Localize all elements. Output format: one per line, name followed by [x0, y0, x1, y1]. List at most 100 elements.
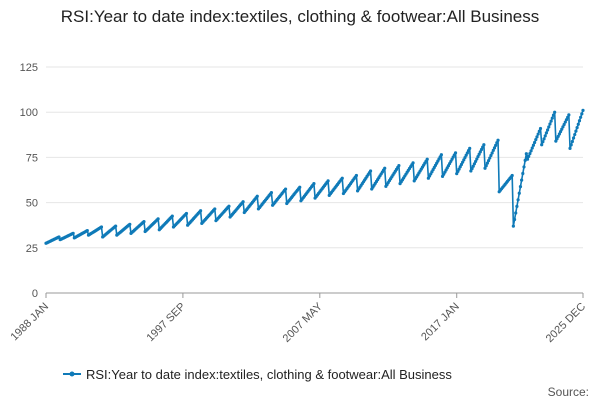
data-point[interactable]: [560, 127, 564, 131]
data-point[interactable]: [530, 146, 534, 150]
data-point[interactable]: [354, 173, 358, 178]
data-point[interactable]: [518, 185, 523, 189]
data-point[interactable]: [521, 171, 525, 176]
data-point[interactable]: [517, 191, 521, 195]
data-point[interactable]: [488, 156, 492, 160]
data-point[interactable]: [479, 147, 484, 152]
data-point[interactable]: [269, 191, 274, 195]
data-point[interactable]: [170, 214, 174, 218]
data-point[interactable]: [425, 157, 429, 161]
data-point[interactable]: [566, 115, 570, 119]
data-point[interactable]: [156, 217, 160, 221]
data-point[interactable]: [533, 140, 537, 145]
data-point[interactable]: [511, 224, 515, 228]
data-point[interactable]: [529, 149, 533, 153]
data-point[interactable]: [213, 207, 217, 211]
data-point[interactable]: [485, 161, 489, 165]
data-point[interactable]: [549, 119, 553, 123]
data-point[interactable]: [184, 211, 189, 216]
data-point[interactable]: [541, 140, 545, 144]
data-point[interactable]: [574, 129, 578, 133]
data-point[interactable]: [99, 225, 104, 229]
data-point[interactable]: [555, 137, 559, 141]
data-point[interactable]: [545, 128, 550, 132]
data-point[interactable]: [553, 110, 557, 114]
data-point[interactable]: [483, 166, 487, 170]
data-point[interactable]: [568, 146, 572, 150]
data-point[interactable]: [478, 150, 482, 154]
data-point[interactable]: [383, 166, 387, 170]
data-point[interactable]: [255, 194, 259, 198]
data-point[interactable]: [580, 112, 584, 116]
data-point[interactable]: [474, 159, 478, 164]
data-point[interactable]: [469, 169, 473, 173]
data-point[interactable]: [472, 162, 477, 166]
data-point[interactable]: [548, 122, 552, 126]
data-point[interactable]: [340, 176, 344, 180]
data-point[interactable]: [114, 224, 118, 228]
data-point[interactable]: [534, 138, 538, 142]
data-point[interactable]: [540, 143, 544, 147]
data-point[interactable]: [581, 108, 585, 112]
data-point[interactable]: [199, 209, 203, 213]
data-point[interactable]: [468, 146, 472, 150]
data-point[interactable]: [579, 115, 583, 119]
data-point[interactable]: [563, 120, 567, 124]
data-point[interactable]: [514, 211, 518, 215]
data-point[interactable]: [571, 136, 576, 140]
data-point[interactable]: [142, 219, 146, 224]
data-point[interactable]: [510, 173, 514, 178]
data-point[interactable]: [397, 163, 401, 168]
data-point[interactable]: [57, 235, 61, 239]
data-point[interactable]: [569, 143, 573, 147]
data-point[interactable]: [490, 151, 494, 155]
data-point[interactable]: [524, 152, 528, 156]
legend-label[interactable]: RSI:Year to date index:textiles, clothin…: [86, 367, 452, 382]
data-point[interactable]: [575, 126, 579, 130]
data-point[interactable]: [564, 118, 569, 122]
data-point[interactable]: [573, 132, 577, 137]
data-point[interactable]: [554, 139, 558, 143]
data-point[interactable]: [484, 164, 488, 168]
data-point[interactable]: [326, 179, 330, 183]
data-point[interactable]: [283, 187, 288, 191]
data-point[interactable]: [547, 125, 551, 129]
data-point[interactable]: [551, 113, 556, 117]
data-point[interactable]: [577, 119, 582, 123]
data-point[interactable]: [439, 153, 443, 157]
data-point[interactable]: [536, 132, 540, 136]
data-point[interactable]: [543, 134, 547, 138]
data-point[interactable]: [562, 122, 566, 127]
data-point[interactable]: [453, 151, 458, 155]
data-point[interactable]: [482, 143, 486, 147]
data-point[interactable]: [528, 152, 532, 156]
data-point[interactable]: [525, 157, 530, 161]
data-point[interactable]: [542, 137, 546, 141]
data-point[interactable]: [128, 222, 132, 226]
data-point[interactable]: [515, 204, 519, 208]
data-point[interactable]: [570, 139, 574, 144]
data-point[interactable]: [411, 161, 415, 165]
data-point[interactable]: [492, 146, 497, 150]
data-point[interactable]: [496, 138, 500, 142]
data-point[interactable]: [516, 198, 520, 202]
data-point[interactable]: [477, 152, 481, 156]
data-point[interactable]: [486, 159, 491, 163]
data-point[interactable]: [550, 116, 554, 120]
data-point[interactable]: [470, 166, 474, 171]
data-point[interactable]: [475, 157, 479, 161]
data-point[interactable]: [567, 113, 571, 117]
series-line[interactable]: [45, 110, 584, 244]
data-point[interactable]: [544, 131, 549, 135]
data-point[interactable]: [576, 122, 580, 126]
data-point[interactable]: [557, 132, 562, 136]
data-point[interactable]: [512, 217, 517, 222]
data-point[interactable]: [471, 164, 475, 168]
data-point[interactable]: [522, 165, 526, 169]
data-point[interactable]: [495, 141, 499, 145]
data-point[interactable]: [481, 145, 485, 149]
data-point[interactable]: [537, 129, 541, 133]
data-point[interactable]: [558, 129, 563, 134]
data-point[interactable]: [556, 134, 560, 138]
data-point[interactable]: [298, 185, 302, 189]
